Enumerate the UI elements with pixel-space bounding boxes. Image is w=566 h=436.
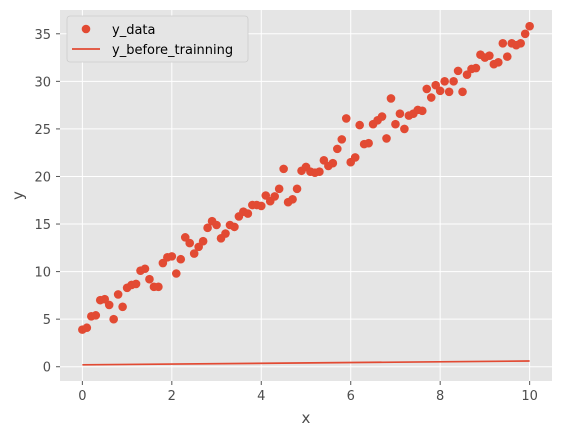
y-tick-label: 15 — [34, 218, 51, 233]
data-point — [364, 138, 373, 148]
chart-marks — [78, 21, 534, 366]
series-line — [82, 360, 530, 366]
legend: y_data y_before_trainning — [66, 15, 249, 63]
data-point — [140, 264, 150, 274]
data-point — [212, 220, 221, 230]
data-point — [520, 29, 530, 39]
data-point — [440, 77, 449, 86]
x-tick-label: 0 — [78, 389, 86, 404]
data-point — [203, 223, 212, 233]
data-point — [498, 38, 508, 48]
y-tick-label: 20 — [34, 170, 51, 185]
data-point — [104, 300, 114, 310]
y-tick-label: 5 — [43, 313, 51, 328]
data-point — [337, 135, 347, 144]
data-point — [230, 222, 239, 232]
data-point — [154, 282, 163, 292]
data-point — [185, 238, 195, 248]
data-point — [243, 209, 253, 218]
x-tick-label: 6 — [347, 389, 355, 404]
data-point — [377, 112, 387, 121]
data-point — [145, 274, 154, 284]
y-tick-label: 10 — [34, 266, 51, 281]
data-point — [292, 184, 302, 194]
x-tick-label: 2 — [168, 389, 176, 404]
data-point — [391, 119, 400, 129]
data-point — [485, 51, 494, 60]
data-point — [502, 52, 512, 61]
data-point — [274, 184, 284, 194]
data-point — [449, 77, 458, 86]
data-point — [198, 236, 208, 246]
data-point — [82, 323, 92, 333]
x-tick-label: 4 — [257, 389, 265, 404]
data-point — [171, 269, 181, 278]
data-point — [444, 87, 454, 97]
data-point — [382, 134, 391, 143]
data-point — [341, 114, 351, 123]
data-point — [167, 252, 177, 261]
data-point — [333, 144, 342, 154]
legend-box — [66, 15, 249, 63]
data-point — [525, 21, 534, 31]
y-tick-label: 30 — [34, 75, 51, 90]
y-tick-label: 25 — [34, 123, 51, 138]
data-point — [91, 311, 101, 320]
data-point — [350, 153, 360, 162]
data-point — [453, 66, 463, 76]
data-point — [315, 167, 324, 177]
data-point — [256, 201, 266, 211]
data-point — [458, 87, 467, 97]
data-point — [270, 192, 279, 201]
data-point — [395, 109, 405, 118]
data-point — [189, 249, 199, 258]
data-point — [118, 302, 127, 312]
legend-marker — [81, 24, 91, 34]
data-point — [386, 94, 396, 103]
x-ticks: 0 2 4 6 8 10 — [78, 381, 538, 404]
data-point — [417, 106, 427, 116]
y-tick-label: 0 — [43, 361, 51, 376]
legend-label: y_before_trainning — [112, 43, 233, 58]
x-axis-label: x — [302, 409, 311, 427]
data-point — [131, 279, 141, 289]
data-point — [288, 195, 297, 204]
data-point — [426, 93, 436, 102]
data-point — [516, 38, 525, 48]
legend-label: y_data — [112, 23, 155, 38]
y-tick-label: 35 — [34, 28, 51, 43]
data-point — [422, 84, 432, 94]
data-point — [355, 120, 364, 130]
y-axis-label: y — [9, 191, 27, 200]
x-tick-label: 10 — [521, 389, 538, 404]
data-point — [279, 164, 288, 174]
data-point — [113, 290, 123, 299]
data-point — [471, 63, 481, 73]
data-point — [328, 158, 338, 168]
data-point — [176, 254, 186, 264]
data-point — [435, 86, 445, 96]
x-tick-label: 8 — [436, 389, 444, 404]
data-point — [400, 124, 409, 134]
data-point — [221, 229, 230, 238]
y-ticks: 0 5 10 15 20 25 30 35 — [34, 28, 60, 376]
data-point — [494, 58, 503, 67]
data-point — [109, 314, 118, 324]
